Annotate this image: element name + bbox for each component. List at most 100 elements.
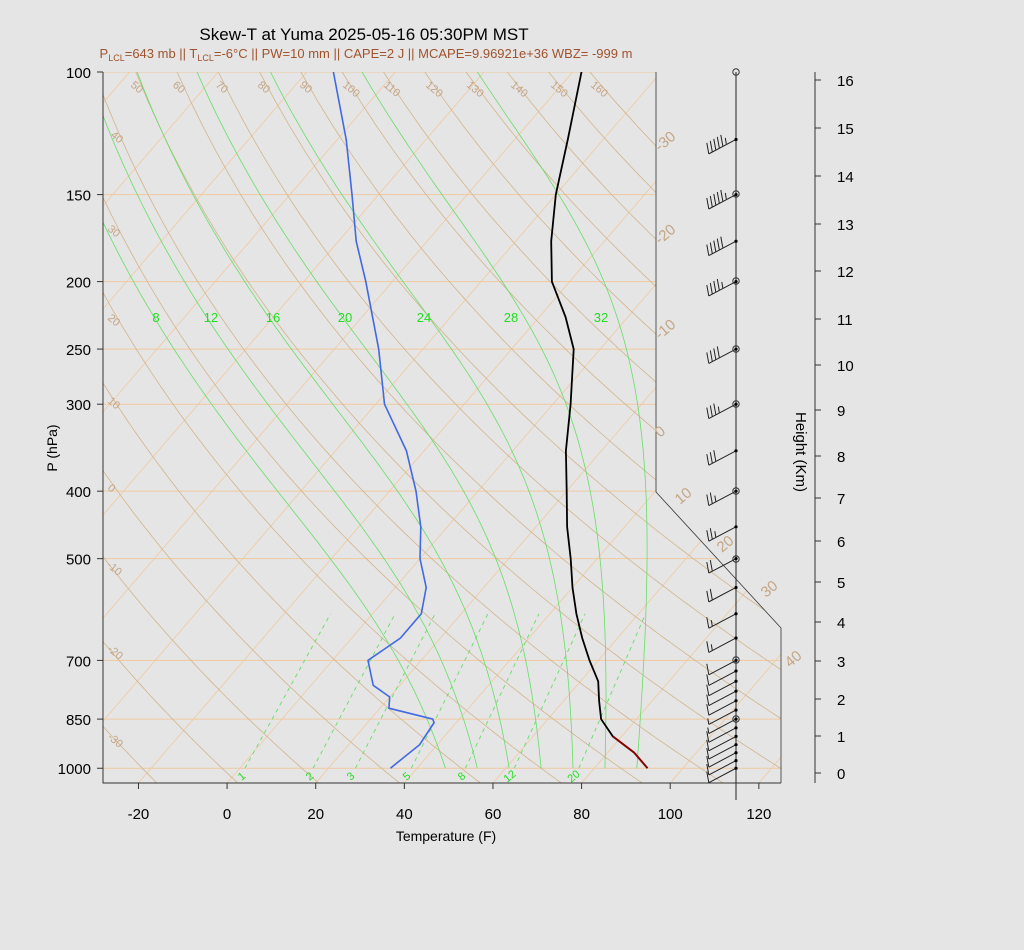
height-tick-label: 9 — [837, 403, 845, 420]
x-tick-label: 120 — [746, 806, 771, 823]
wind-barb-flag — [706, 617, 710, 629]
isotherm-line — [492, 447, 781, 783]
dry-adiabat-line — [103, 555, 319, 783]
dry-adiabat-line — [103, 725, 158, 783]
p-tick-label: 250 — [66, 342, 91, 359]
wind-barb-flag — [706, 674, 710, 686]
wind-barb-flag — [706, 731, 710, 743]
wind-barb-dot — [734, 636, 738, 640]
dry-adiabat-line — [259, 72, 781, 623]
wind-barb-dot — [734, 766, 738, 770]
p-tick-label: 300 — [66, 397, 91, 414]
wind-barb-flag — [709, 242, 713, 254]
wind-barb — [708, 490, 737, 507]
mixing-ratio-line — [312, 613, 396, 769]
height-tick-label: 11 — [837, 312, 853, 329]
x-tick-label: 40 — [396, 806, 413, 823]
station-ring — [732, 487, 740, 495]
wind-barb — [708, 659, 737, 676]
x-tick-label: 60 — [485, 806, 502, 823]
wind-barb-dot — [734, 489, 738, 493]
height-tick-label: 3 — [837, 654, 845, 671]
height-tick-label: 8 — [837, 449, 845, 466]
moist-adiabat-label: 12 — [204, 310, 218, 325]
wind-barb-half — [710, 620, 713, 627]
height-tick-label: 6 — [837, 534, 845, 551]
dry-adiabat-line — [300, 72, 781, 575]
wind-barb-flag — [713, 348, 717, 360]
wind-barb-dot — [734, 658, 738, 662]
wind-barb — [708, 348, 737, 364]
moist-adiabat-line — [477, 72, 648, 769]
wind-barb-flag — [709, 559, 713, 572]
plot-frame — [102, 72, 781, 784]
wind-barb-flag — [709, 405, 713, 417]
wind-barb-flag — [706, 197, 710, 210]
wind-barb-half — [707, 727, 710, 734]
wind-barb — [708, 403, 737, 420]
station-ring — [732, 400, 740, 408]
x-tick-label: 100 — [658, 806, 683, 823]
dry-adiabat-line — [103, 93, 724, 783]
station-ring — [732, 190, 740, 198]
wind-barb-dot — [734, 699, 738, 703]
moist-adiabat-label: 32 — [594, 310, 608, 325]
wind-barb — [708, 744, 737, 760]
wind-barb-half — [717, 406, 720, 413]
wind-barb-dot — [734, 758, 738, 763]
station-ring — [732, 345, 740, 353]
wind-barb-dot — [734, 347, 738, 351]
height-tick-label: 4 — [837, 615, 845, 632]
wind-barb — [708, 735, 737, 752]
y-axis-title: P (hPa) — [44, 424, 60, 471]
wind-barb-flag — [720, 134, 724, 146]
wind-barb — [708, 526, 737, 542]
dry-adiabat-line — [217, 72, 781, 671]
p-tick-label: 150 — [66, 188, 91, 205]
subtitle-tlcl: =-6°C — [214, 46, 248, 61]
wind-barb — [708, 194, 737, 210]
wind-barb-flag — [706, 590, 710, 602]
mixing-ratio-line — [244, 613, 331, 769]
wind-barb-flag — [706, 284, 710, 297]
wind-barb-flag — [720, 189, 724, 202]
height-tick-label: 5 — [837, 575, 845, 592]
wind-barb-flag — [706, 561, 710, 574]
wind-barb-flag — [706, 704, 710, 716]
p-tick-label: 700 — [66, 653, 91, 670]
wind-barb — [708, 709, 737, 725]
dry-adiabat-line — [341, 72, 781, 529]
moist-adiabat-label: 20 — [338, 310, 352, 325]
station-ring — [732, 277, 740, 285]
wind-barb — [708, 718, 737, 734]
height-axis-title: Height (Km) — [792, 412, 809, 492]
wind-barb-dot — [734, 734, 738, 738]
isotherm-line — [315, 241, 781, 783]
wind-barb-flag — [716, 191, 720, 204]
wind-barb-flag — [713, 240, 717, 252]
x-tick-label: 80 — [573, 806, 590, 823]
moist-adiabat-label: 16 — [266, 310, 280, 325]
wind-barb-flag — [706, 739, 710, 751]
wind-barb-flag — [709, 195, 713, 208]
wind-barb — [708, 450, 737, 466]
wind-barb-flag — [709, 282, 713, 295]
plot-mask — [656, 72, 781, 628]
p-tick-label: 400 — [66, 484, 91, 501]
wind-barb-dot — [734, 717, 738, 721]
dry-adiabat-line — [103, 382, 481, 783]
p-tick-label: 850 — [66, 712, 91, 729]
moist-adiabat-line — [103, 114, 478, 769]
wind-barb-flag — [706, 454, 710, 466]
wind-barb-flag — [720, 236, 724, 248]
dry-adiabat-line — [103, 291, 562, 783]
wind-barb-half — [714, 495, 717, 502]
wind-barb-flag — [706, 684, 710, 696]
wind-barb — [708, 690, 737, 707]
wind-barb-flag — [709, 492, 713, 504]
height-tick-label: 2 — [837, 692, 845, 709]
subtitle-plcl: =643 mb — [125, 46, 176, 61]
wind-barb-flag — [713, 280, 717, 293]
